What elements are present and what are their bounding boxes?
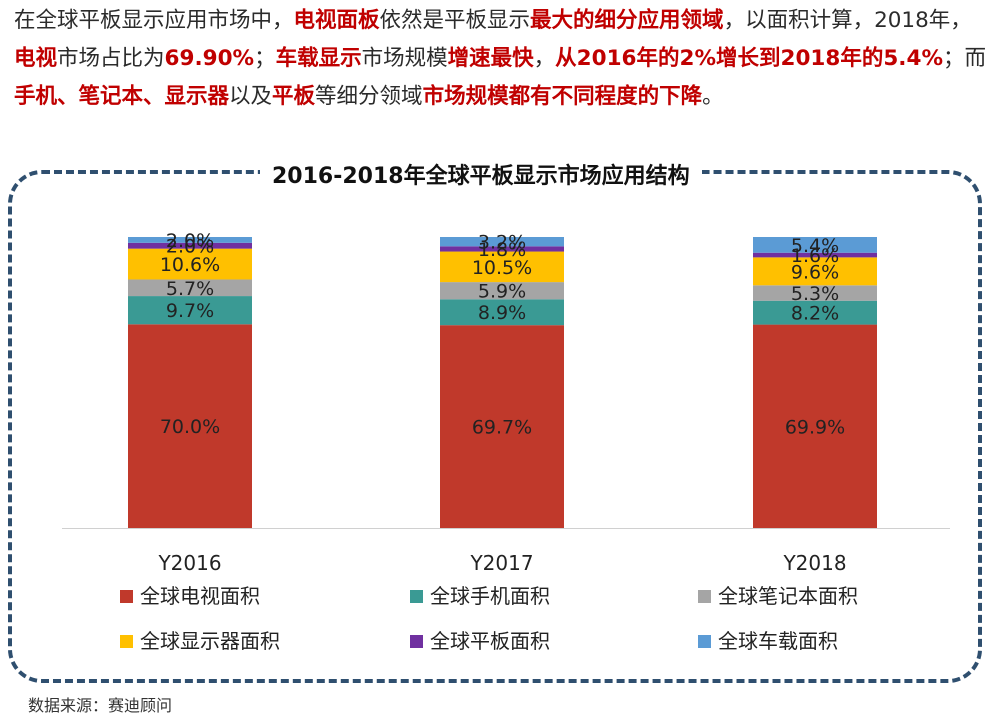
intro-text: ；而: [942, 46, 986, 71]
legend-label: 全球显示器面积: [140, 629, 280, 653]
intro-highlight-text: 69.90%: [164, 46, 255, 71]
legend-label: 全球电视面积: [140, 584, 260, 608]
bar-segment-tv: [440, 325, 564, 528]
x-tick-label: Y2016: [157, 551, 221, 575]
data-label: 2.0%: [166, 236, 214, 258]
legend-swatch-tablet: [410, 635, 423, 648]
data-label: 5.4%: [791, 235, 839, 257]
data-label: 1.8%: [478, 239, 526, 261]
bar-segment-monitor: [440, 251, 564, 283]
legend-label: 全球笔记本面积: [718, 584, 858, 608]
data-label: 1.6%: [791, 245, 839, 267]
data-label: 2.0%: [166, 230, 214, 252]
intro-paragraph: 在全球平板显示应用市场中，电视面板依然是平板显示最大的细分应用领域，以面积计算，…: [14, 2, 989, 116]
data-label: 8.9%: [478, 302, 526, 324]
intro-text: 依然是平板显示: [379, 8, 531, 33]
intro-text: 市场占比为: [57, 46, 165, 71]
legend-label: 全球平板面积: [430, 629, 550, 653]
bar-segment-auto: [128, 237, 252, 243]
data-label: 69.9%: [785, 416, 845, 438]
intro-highlight-text: 市场规模都有不同程度的下降: [422, 84, 703, 109]
bar-segment-tablet: [128, 242, 252, 249]
data-label: 8.2%: [791, 303, 839, 325]
intro-text: ；: [254, 46, 276, 71]
data-label: 5.3%: [791, 283, 839, 305]
data-label: 5.7%: [166, 278, 214, 300]
intro-text: 等细分领域: [315, 84, 423, 109]
bar-segment-monitor: [128, 248, 252, 280]
x-tick-label: Y2018: [782, 551, 846, 575]
intro-highlight-text: 手机、笔记本、显示器: [14, 84, 230, 109]
data-source: 数据来源：赛迪顾问: [28, 696, 173, 715]
bar-segment-tv: [128, 324, 252, 528]
intro-text: 在全球平板显示应用市场中，: [14, 8, 294, 33]
data-label: 3.2%: [478, 232, 526, 254]
x-tick-label: Y2017: [469, 551, 533, 575]
data-label: 9.7%: [166, 300, 214, 322]
bar-segment-laptop: [753, 285, 877, 301]
data-label: 70.0%: [160, 416, 220, 438]
legend-swatch-laptop: [698, 590, 711, 603]
intro-highlight-text: 车载显示: [275, 46, 362, 71]
bar-segment-auto: [753, 237, 877, 253]
data-label: 5.9%: [478, 281, 526, 303]
bar-segment-monitor: [753, 257, 877, 286]
legend-swatch-phone: [410, 590, 423, 603]
bar-segment-tablet: [440, 246, 564, 252]
intro-text: 。: [702, 84, 724, 109]
data-label: 9.6%: [791, 261, 839, 283]
intro-text: ，: [533, 46, 556, 71]
chart-title: 2016-2018年全球平板显示市场应用结构: [260, 162, 702, 192]
bar-segment-phone: [128, 296, 252, 325]
bar-segment-tv: [753, 324, 877, 528]
intro-text: 市场规模: [361, 46, 448, 71]
bar-segment-auto: [440, 237, 564, 247]
intro-text: 以及: [229, 84, 273, 109]
data-label: 69.7%: [472, 417, 532, 439]
intro-highlight-text: 电视: [14, 46, 58, 71]
bar-segment-phone: [440, 299, 564, 326]
data-label: 10.5%: [472, 257, 532, 279]
intro-text: ，以面积计算，2018年，: [723, 8, 972, 33]
intro-highlight-text: 平板: [272, 84, 316, 109]
intro-highlight-text: 最大的细分应用领域: [530, 8, 724, 33]
bar-segment-laptop: [440, 282, 564, 300]
intro-highlight-text: 增速最快: [447, 46, 534, 71]
legend-label: 全球手机面积: [430, 584, 550, 608]
legend-swatch-auto: [698, 635, 711, 648]
intro-highlight-text: 电视面板: [293, 8, 380, 33]
bar-segment-laptop: [128, 279, 252, 297]
legend-label: 全球车载面积: [718, 629, 838, 653]
legend-swatch-tv: [120, 590, 133, 603]
bar-segment-phone: [753, 300, 877, 325]
bar-segment-tablet: [753, 252, 877, 258]
legend-swatch-monitor: [120, 635, 133, 648]
data-label: 10.6%: [160, 254, 220, 276]
intro-highlight-text: 从2016年的2%增长到2018年的5.4%: [555, 46, 943, 71]
